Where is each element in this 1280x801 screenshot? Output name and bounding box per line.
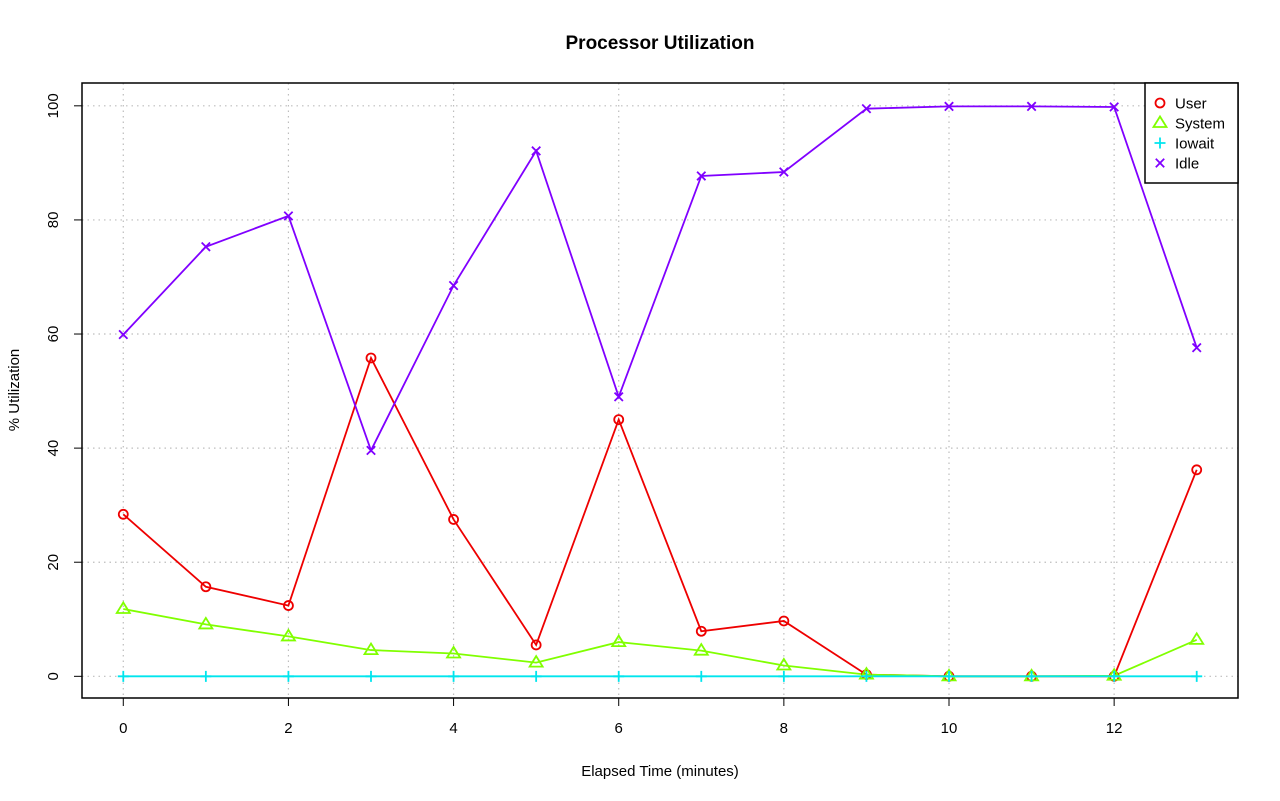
data-point-user <box>530 639 542 651</box>
x-tick-label: 8 <box>780 720 788 737</box>
grid-lines <box>82 83 1238 698</box>
data-point-iowait <box>117 670 129 682</box>
data-point-user <box>117 508 129 520</box>
data-point-user <box>448 514 459 525</box>
data-point-iowait <box>613 670 625 682</box>
legend: User System Iowait Idle <box>1144 82 1239 184</box>
legend-marker-system <box>1151 114 1169 128</box>
x-tick-label: 2 <box>284 720 292 737</box>
data-point-idle <box>531 146 541 156</box>
y-axis-label: % Utilization <box>6 349 23 432</box>
data-point-idle <box>201 241 211 252</box>
data-point-idle <box>118 329 129 340</box>
data-point-iowait <box>778 670 790 682</box>
series-lines <box>122 105 1198 678</box>
data-point-system <box>445 645 462 659</box>
data-point-idle <box>613 391 624 402</box>
data-point-user <box>200 581 212 593</box>
legend-label-system: System <box>1175 116 1225 133</box>
x-tick-label: 0 <box>119 720 127 737</box>
data-point-iowait <box>1191 670 1203 682</box>
data-point-iowait <box>1026 670 1038 682</box>
data-point-idle <box>1191 342 1202 353</box>
data-point-iowait <box>695 670 707 682</box>
data-point-system <box>197 616 214 630</box>
data-point-iowait <box>530 670 542 682</box>
series-line-user <box>122 355 1198 678</box>
chart-title: Processor Utilization <box>566 33 755 54</box>
series-line-idle <box>122 105 1198 453</box>
data-point-idle <box>779 167 789 177</box>
y-tick-label: 60 <box>45 326 62 343</box>
data-point-iowait <box>943 670 955 682</box>
data-point-user <box>365 352 377 364</box>
data-point-idle <box>366 445 376 456</box>
plot-frame <box>81 82 1239 699</box>
series-line-system <box>123 608 1198 678</box>
data-point-idle <box>861 103 872 114</box>
data-point-system <box>1188 631 1205 645</box>
x-tick-label: 4 <box>449 720 457 737</box>
legend-marker-iowait <box>1154 137 1166 149</box>
y-tick-label: 20 <box>45 554 62 571</box>
y-tick-label: 40 <box>45 440 62 457</box>
data-point-system <box>610 633 627 648</box>
y-axis: 0 20 40 60 80 100 <box>45 93 83 680</box>
data-point-iowait <box>860 670 872 682</box>
legend-label-idle: Idle <box>1175 156 1199 173</box>
data-point-system <box>528 654 545 668</box>
x-tick-label: 6 <box>615 720 623 737</box>
y-tick-label: 0 <box>45 672 62 680</box>
data-point-system <box>693 642 710 656</box>
legend-label-user: User <box>1175 96 1207 113</box>
data-point-system <box>362 641 380 656</box>
data-point-idle <box>448 280 459 291</box>
data-point-user <box>1191 464 1203 476</box>
data-point-iowait <box>1108 670 1120 682</box>
data-point-user <box>695 625 707 637</box>
data-point-system <box>280 628 297 642</box>
legend-marker-idle <box>1155 158 1165 168</box>
data-point-idle <box>696 171 707 181</box>
data-point-iowait <box>448 670 460 682</box>
legend-label-iowait: Iowait <box>1175 136 1215 153</box>
data-point-system <box>115 600 132 614</box>
legend-box <box>1144 82 1239 184</box>
data-point-user <box>613 414 625 425</box>
series-points <box>115 101 1205 682</box>
x-tick-label: 12 <box>1106 720 1123 737</box>
data-point-idle <box>283 211 294 221</box>
data-point-system <box>775 657 792 671</box>
x-axis: 0 2 4 6 8 10 12 <box>119 697 1123 737</box>
data-point-iowait <box>365 670 377 682</box>
data-point-iowait <box>282 670 294 682</box>
x-tick-label: 10 <box>941 720 958 737</box>
data-point-user <box>283 600 294 611</box>
x-axis-label: Elapsed Time (minutes) <box>581 763 739 780</box>
data-point-iowait <box>200 670 212 682</box>
data-point-idle <box>1026 101 1037 112</box>
data-point-user <box>778 615 790 627</box>
y-tick-label: 100 <box>45 93 62 118</box>
legend-marker-user <box>1154 97 1166 109</box>
data-point-idle <box>944 101 954 112</box>
y-tick-label: 80 <box>45 212 62 229</box>
data-point-idle <box>1109 102 1119 112</box>
